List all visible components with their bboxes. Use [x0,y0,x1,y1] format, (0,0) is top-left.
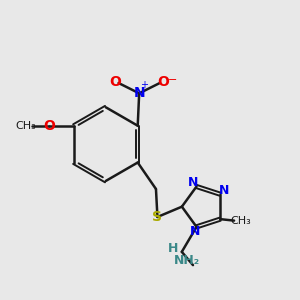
Text: O: O [158,74,169,88]
Text: O: O [110,74,122,88]
Text: +: + [140,80,148,90]
Text: NH₂: NH₂ [174,254,200,267]
Text: N: N [188,176,198,190]
Text: N: N [190,225,200,238]
Text: N: N [134,86,145,100]
Text: S: S [152,210,162,224]
Text: CH₃: CH₃ [230,216,251,226]
Text: N: N [219,184,229,197]
Text: CH₃: CH₃ [15,121,36,131]
Text: O: O [43,119,55,133]
Text: H: H [168,242,179,255]
Text: −: − [167,75,177,85]
